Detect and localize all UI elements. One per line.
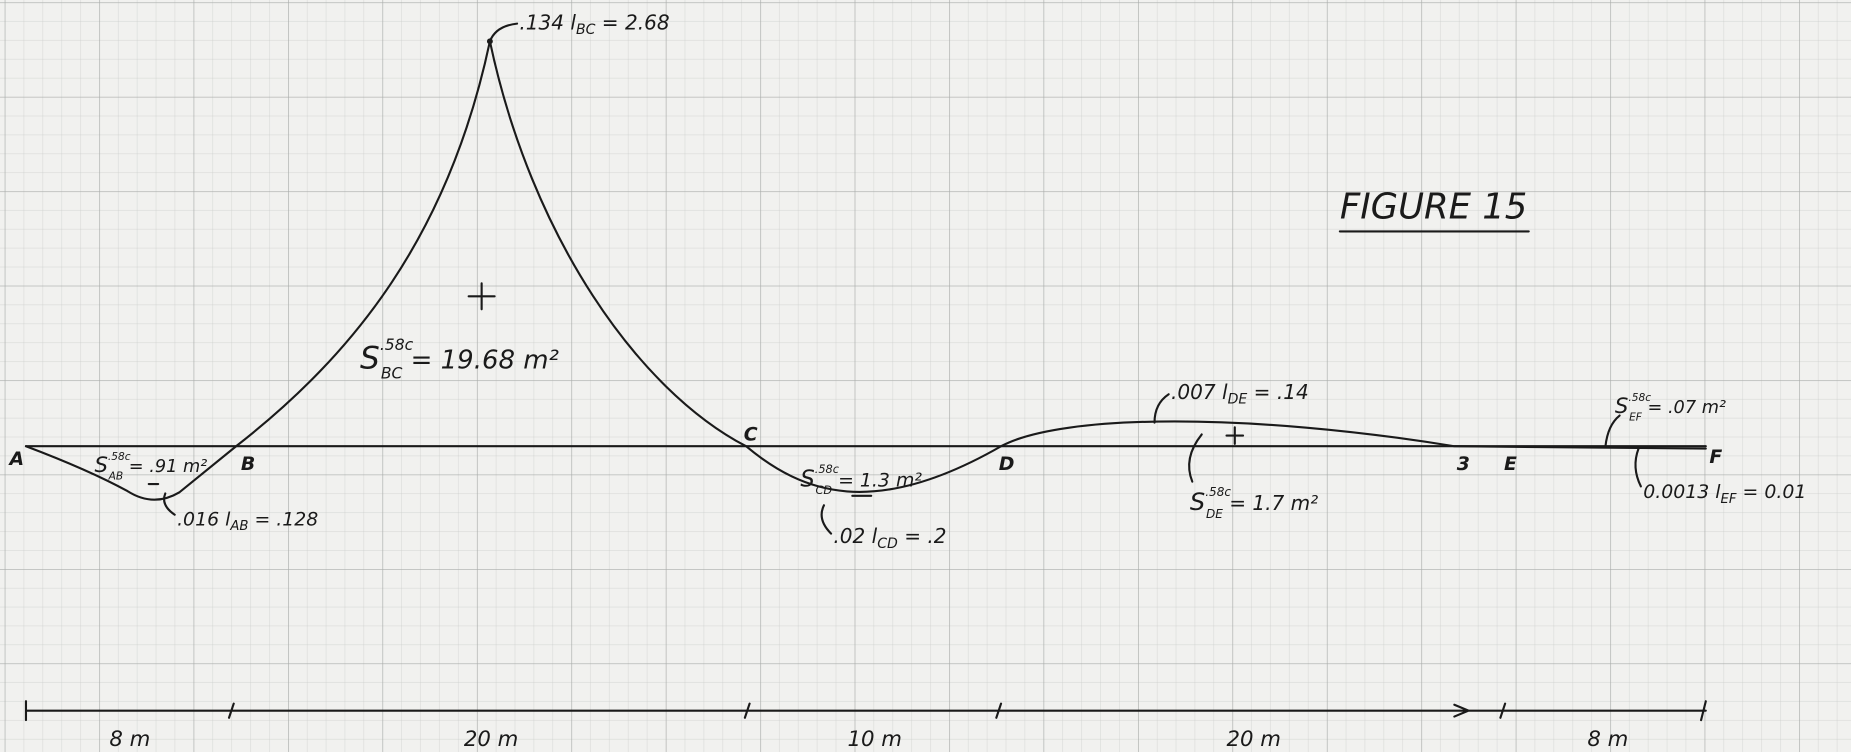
figure-title: FIGURE 15 xyxy=(1340,186,1527,227)
area-tail: = .07 m² xyxy=(1642,398,1726,418)
area-subscript: BC xyxy=(381,365,403,383)
area-symbol: S xyxy=(360,340,380,376)
point-label: F xyxy=(1709,446,1722,468)
annotation-subscript: EF xyxy=(1721,492,1737,507)
span-label: 20 m xyxy=(1226,727,1280,752)
area-symbol: S xyxy=(1190,488,1205,516)
span-label: 8 m xyxy=(1587,727,1628,752)
annotation-lead: .134 l xyxy=(519,11,576,35)
annotation-tail: = 2.68 xyxy=(595,11,669,35)
point-label: E xyxy=(1504,453,1517,475)
annotation-tail: = .14 xyxy=(1247,380,1308,404)
point-label: C xyxy=(744,423,758,445)
annotation-lead: .007 l xyxy=(1171,380,1228,404)
area-symbol: S xyxy=(800,466,814,492)
area-symbol: S xyxy=(1615,394,1628,419)
annotation-subscript: CD xyxy=(877,536,898,552)
annotation-lead: .016 l xyxy=(177,508,231,530)
annotation-subscript: AB xyxy=(229,519,248,534)
area-subscript: AB xyxy=(108,469,124,482)
area-subscript: DE xyxy=(1206,507,1223,521)
diagram: FIGURE 15 ABCD3EF.134 lBC = 2.68.016 lAB… xyxy=(0,0,1851,752)
page: FIGURE 15 ABCD3EF.134 lBC = 2.68.016 lAB… xyxy=(0,0,1851,752)
area-tail: = 19.68 m² xyxy=(402,345,559,375)
area-subscript: CD xyxy=(815,483,832,497)
leader-annotation: .134 lBC = 2.68 xyxy=(519,11,669,39)
area-tail: = 1.3 m² xyxy=(832,469,922,491)
annotation-subscript: BC xyxy=(576,22,596,38)
area-tail: = 1.7 m² xyxy=(1223,491,1318,515)
span-label: 8 m xyxy=(109,727,150,752)
annotation-tail: = 0.01 xyxy=(1737,481,1807,503)
annotation-lead: .02 l xyxy=(833,524,877,548)
point-label: B xyxy=(241,453,255,475)
point-label: A xyxy=(7,448,24,470)
annotation-tail: = .2 xyxy=(898,524,947,548)
annotation-tail: = .128 xyxy=(248,508,318,530)
annotation-subscript: DE xyxy=(1228,392,1248,408)
leader-annotation: .016 lAB = .128 xyxy=(177,508,318,534)
span-label: 10 m xyxy=(848,727,902,752)
span-label: 20 m xyxy=(464,727,518,752)
area-subscript: EF xyxy=(1629,410,1643,423)
point-label: 3 xyxy=(1457,453,1470,475)
annotation-lead: 0.0013 l xyxy=(1643,481,1721,503)
point-label: D xyxy=(999,453,1015,475)
area-symbol: S xyxy=(94,453,107,478)
graph-paper xyxy=(0,0,1851,752)
area-tail: = .91 m² xyxy=(123,457,207,477)
